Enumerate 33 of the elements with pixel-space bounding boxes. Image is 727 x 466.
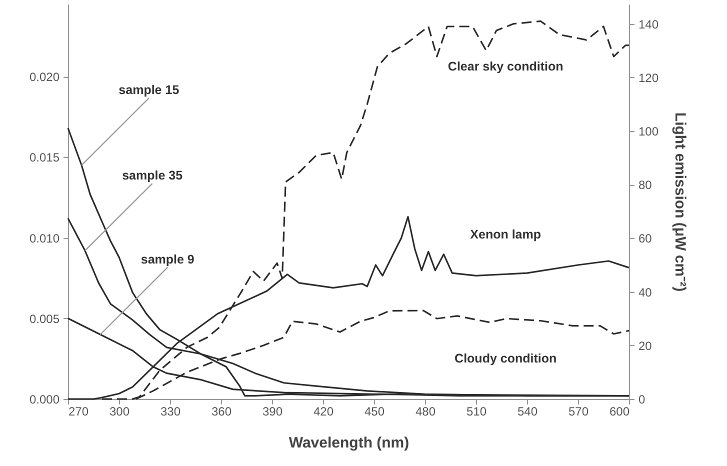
y-tick-label: 0.020 bbox=[29, 70, 60, 84]
annotation: sample 15 bbox=[118, 83, 180, 98]
y-tick-label: 0.005 bbox=[29, 312, 60, 326]
y2-tick-label: 40 bbox=[638, 285, 652, 300]
y-tick-label: 0.000 bbox=[29, 392, 60, 406]
y2-tick-label: 60 bbox=[638, 232, 652, 246]
annotation: sample 35 bbox=[122, 168, 183, 183]
annotation: Clear sky condition bbox=[448, 59, 564, 74]
x-tick-label: 300 bbox=[109, 404, 130, 418]
y2-tick-label: 20 bbox=[638, 338, 652, 353]
x-tick-label: 600 bbox=[609, 404, 630, 418]
annotation: sample 9 bbox=[140, 252, 194, 266]
x-axis-title: Wavelength (nm) bbox=[288, 434, 410, 452]
y2-tick-label: 120 bbox=[638, 70, 659, 85]
x-tick-label: 480 bbox=[415, 404, 436, 418]
x-tick-label: 330 bbox=[160, 404, 181, 418]
y2-tick-label: 100 bbox=[638, 124, 659, 139]
annotation: Cloudy condition bbox=[454, 351, 557, 366]
y-tick-label: 0.015 bbox=[29, 150, 60, 165]
x-tick-label: 570 bbox=[568, 404, 589, 418]
y2-tick-label: 140 bbox=[638, 17, 659, 32]
x-tick-label: 270 bbox=[68, 404, 89, 418]
y2-tick-label: 0 bbox=[638, 392, 646, 406]
annotation: Xenon lamp bbox=[470, 228, 542, 242]
y2-tick-label: 80 bbox=[638, 178, 652, 192]
x-tick-label: 510 bbox=[466, 404, 487, 418]
x-tick-label: 540 bbox=[517, 404, 538, 418]
y-tick-label: 0.010 bbox=[29, 231, 60, 246]
x-tick-label: 390 bbox=[262, 404, 283, 418]
x-tick-label: 360 bbox=[211, 404, 232, 418]
x-tick-label: 450 bbox=[364, 404, 385, 418]
y2-axis-title: Light emission (μW cm⁻²) bbox=[672, 112, 689, 292]
x-tick-label: 420 bbox=[313, 404, 334, 418]
